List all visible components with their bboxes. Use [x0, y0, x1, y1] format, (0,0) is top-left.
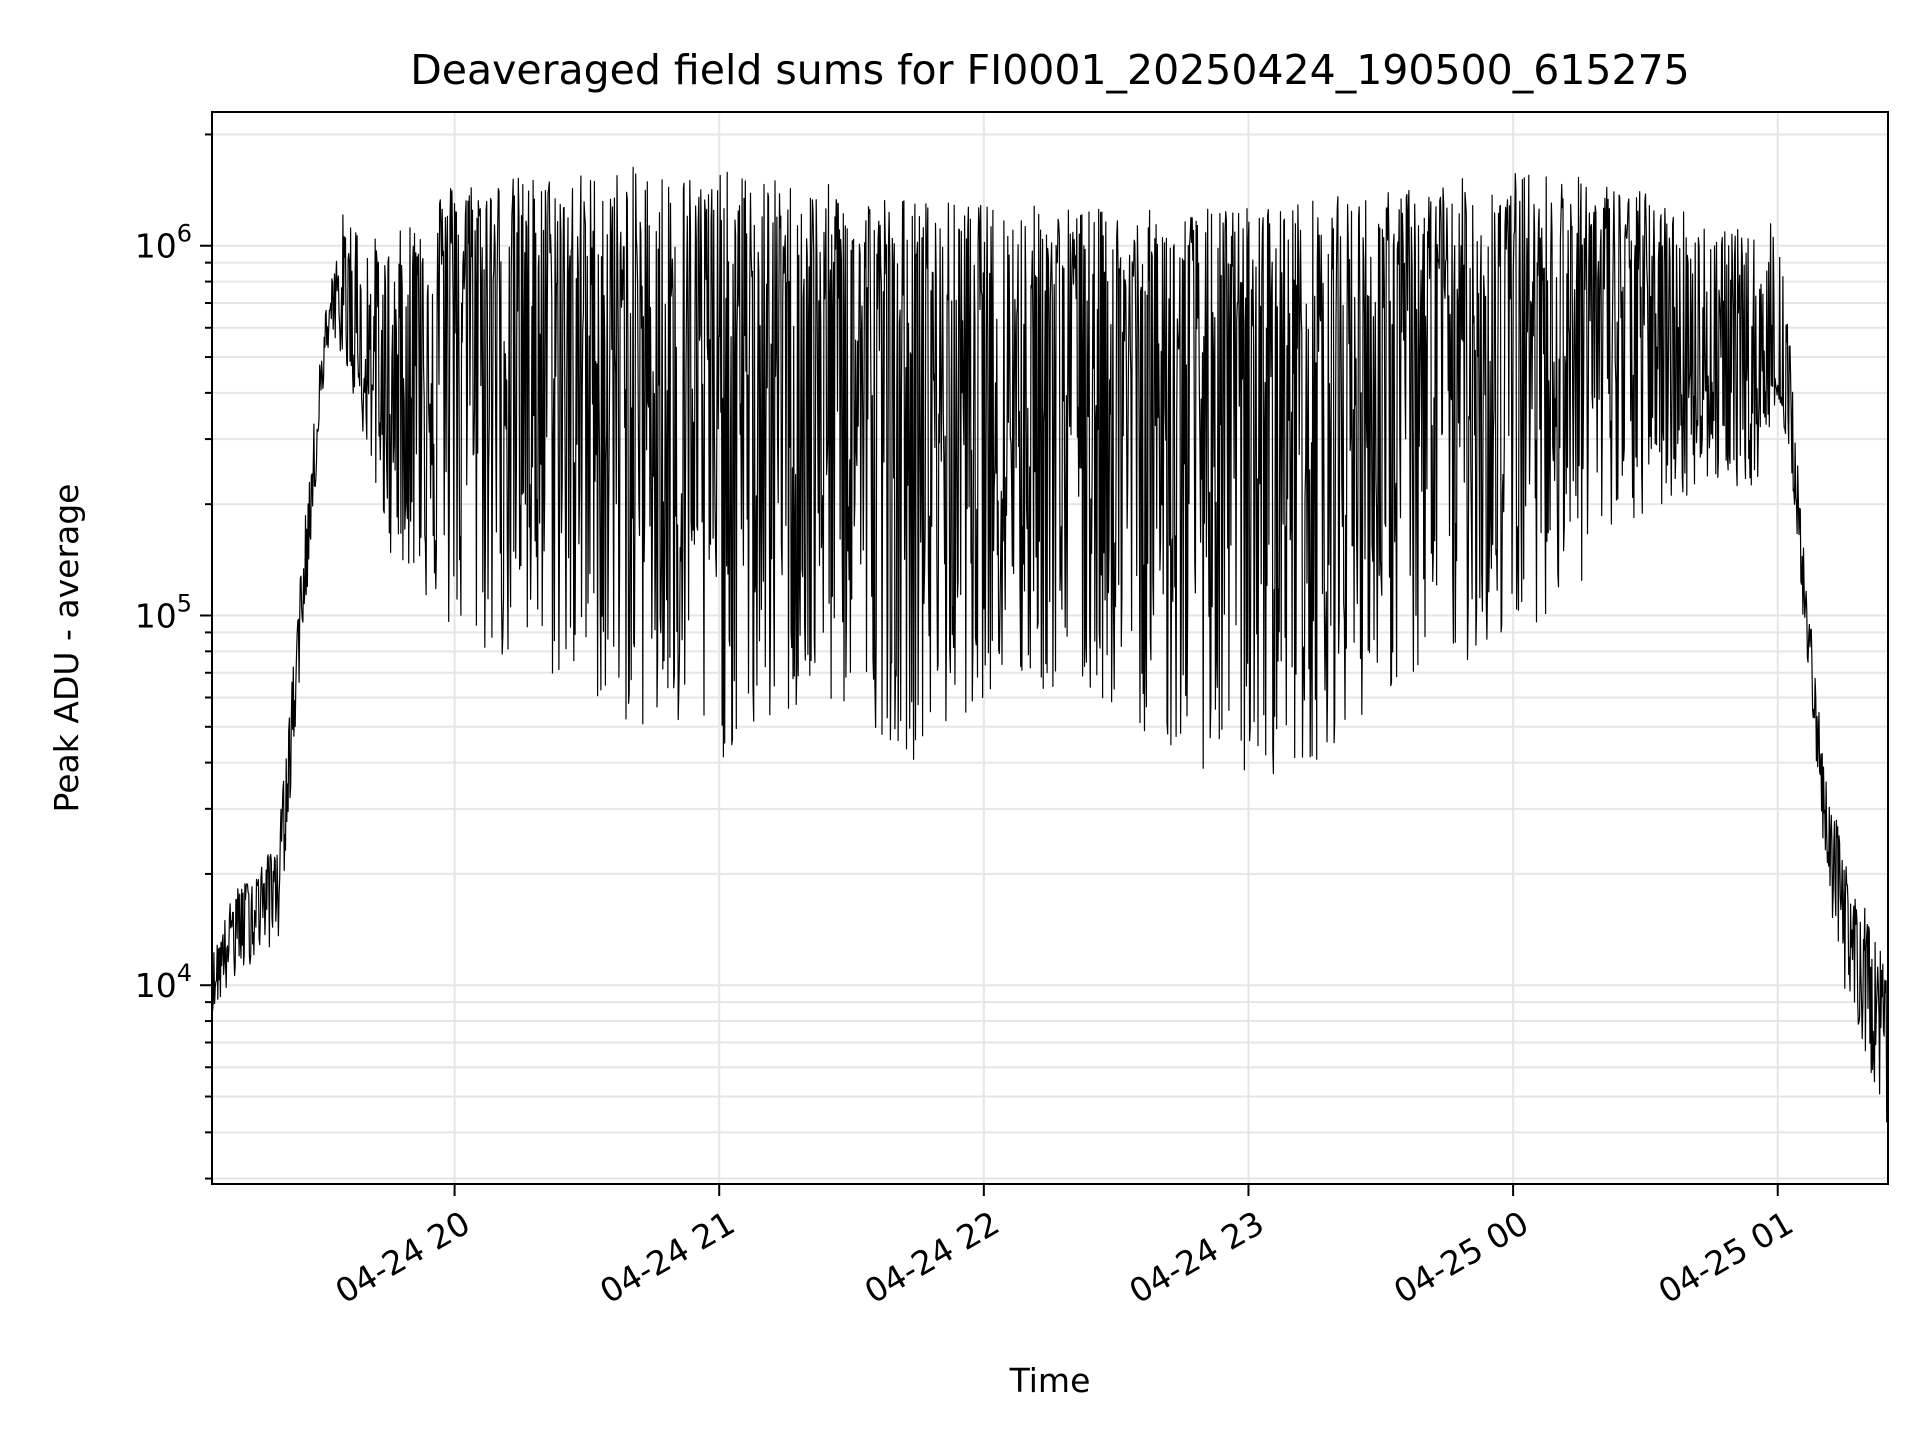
y-tick-label: 104	[135, 959, 192, 1005]
y-tick-base: 10	[135, 227, 177, 266]
chart-title: Deaveraged field sums for FI0001_2025042…	[410, 46, 1690, 94]
y-tick-label: 105	[135, 589, 192, 635]
y-tick-base: 10	[135, 966, 177, 1005]
series-line	[211, 166, 1889, 1123]
series-layer	[211, 166, 1889, 1123]
plot-frame	[211, 111, 1889, 1185]
y-tick-exponent: 6	[177, 220, 192, 248]
y-tick-label: 106	[135, 220, 192, 266]
x-axis-label: Time	[1009, 1361, 1091, 1400]
y-axis-label: Peak ADU - average	[47, 484, 86, 813]
y-tick-exponent: 4	[177, 959, 192, 987]
y-tick-base: 10	[135, 596, 177, 635]
y-tick-exponent: 5	[177, 589, 192, 617]
